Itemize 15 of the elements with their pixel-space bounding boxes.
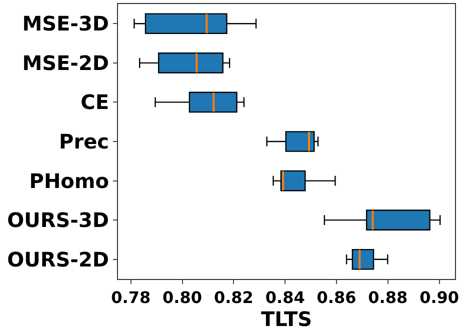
y-tick-label: OURS-2D <box>7 247 109 272</box>
x-tick-label: 0.80 <box>162 288 202 308</box>
x-tick-label: 0.88 <box>368 288 408 308</box>
x-axis-title: TLTS <box>260 307 312 332</box>
y-tick-label: MSE-2D <box>22 50 109 75</box>
y-tick-label: Prec <box>59 130 109 154</box>
y-tick-label: OURS-3D <box>7 208 109 232</box>
x-tick-label: 0.86 <box>316 288 356 308</box>
y-tick-label: MSE-3D <box>22 12 109 36</box>
x-tick-label: 0.84 <box>265 288 305 308</box>
y-tick-label: PHomo <box>29 168 109 193</box>
x-tick-label: 0.90 <box>420 288 460 308</box>
x-tick-label: 0.82 <box>214 288 254 308</box>
y-tick-label: CE <box>80 90 109 114</box>
x-tick-label: 0.78 <box>111 288 151 308</box>
